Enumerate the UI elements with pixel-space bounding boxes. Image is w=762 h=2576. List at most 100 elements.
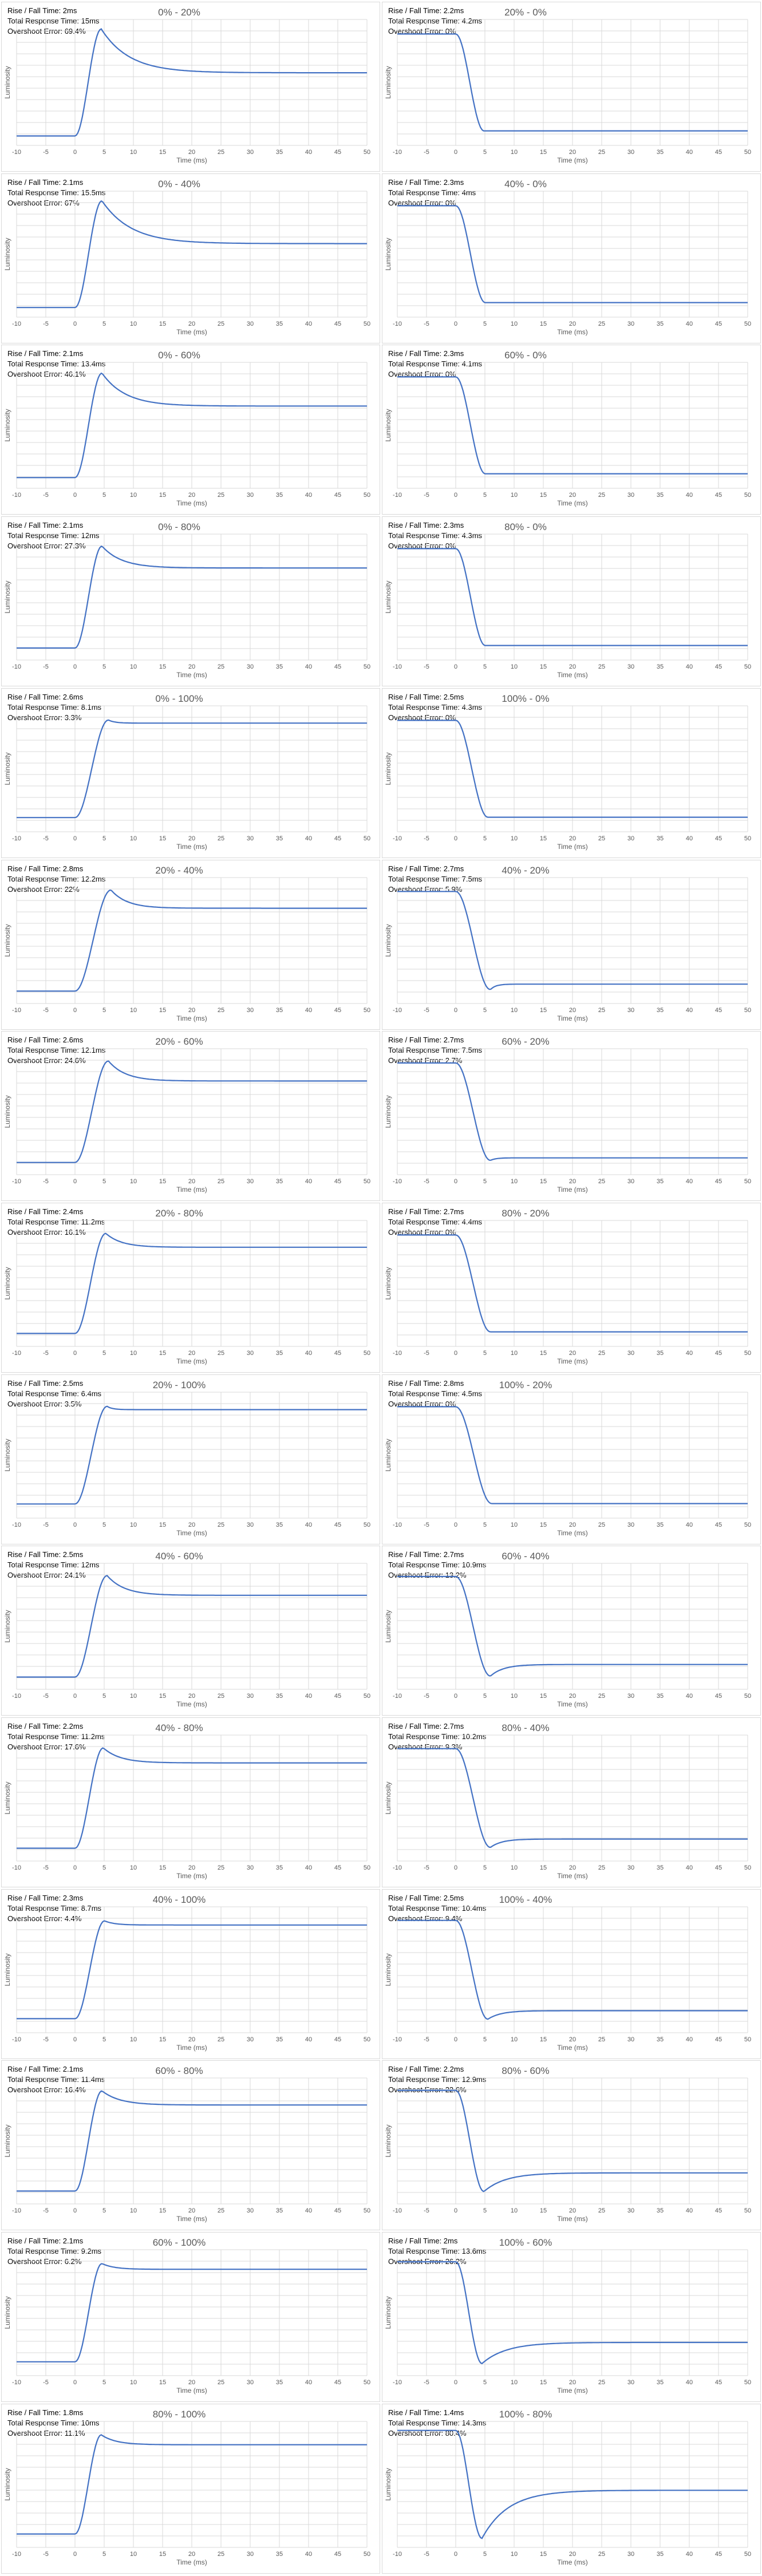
x-tick-label: 10 — [511, 1007, 518, 1014]
rise-fall-time: Rise / Fall Time: 2.3ms — [388, 521, 464, 530]
x-axis-label: Time (ms) — [176, 156, 207, 164]
x-tick-label: 20 — [569, 2551, 576, 2558]
total-response-time: Total Response Time: 14.3ms — [388, 2419, 487, 2427]
x-tick-label: 10 — [511, 2379, 518, 2386]
x-tick-label: -5 — [424, 1693, 429, 1700]
x-tick-label: 50 — [744, 149, 751, 156]
chart-title: 0% - 80% — [158, 521, 200, 532]
x-tick-label: 40 — [686, 1350, 693, 1357]
response-chart-panel: Rise / Fall Time: 2.1ms Total Response Ti… — [1, 173, 380, 343]
chart-title: 80% - 100% — [152, 2409, 206, 2420]
x-tick-label: 35 — [276, 492, 283, 499]
x-tick-label: 30 — [247, 1007, 254, 1014]
x-tick-label: 30 — [247, 1693, 254, 1700]
x-tick-label: -10 — [393, 1522, 402, 1528]
x-tick-label: 5 — [483, 1178, 487, 1185]
x-tick-label: 25 — [218, 663, 224, 670]
x-tick-label: 30 — [247, 321, 254, 327]
x-tick-label: 0 — [73, 321, 77, 327]
x-tick-label: 20 — [569, 835, 576, 842]
total-response-time: Total Response Time: 13.6ms — [388, 2247, 487, 2255]
chart-title: 100% - 40% — [499, 1894, 552, 1905]
x-tick-label: 10 — [511, 321, 518, 327]
total-response-time: Total Response Time: 11.2ms — [7, 1732, 105, 1741]
x-tick-label: 45 — [715, 1864, 722, 1871]
response-chart-panel: Rise / Fall Time: 2.7ms Total Response Ti… — [382, 860, 761, 1030]
x-tick-label: 50 — [364, 2207, 370, 2214]
x-tick-label: -10 — [12, 663, 21, 670]
x-tick-label: 15 — [159, 492, 166, 499]
x-tick-label: 5 — [102, 2036, 106, 2043]
x-tick-label: -10 — [12, 1178, 21, 1185]
x-tick-label: -5 — [424, 149, 429, 156]
chart-title: 60% - 100% — [152, 2237, 206, 2248]
x-tick-label: 10 — [130, 2379, 137, 2386]
x-tick-label: 35 — [276, 321, 283, 327]
total-response-time: Total Response Time: 15.5ms — [7, 188, 106, 197]
y-axis-label: Luminosity — [3, 1610, 11, 1642]
x-tick-label: 10 — [511, 663, 518, 670]
x-tick-label: -10 — [12, 2207, 21, 2214]
x-tick-label: 45 — [715, 2551, 722, 2558]
x-tick-label: 40 — [686, 1864, 693, 1871]
x-tick-label: 35 — [276, 2207, 283, 2214]
x-tick-label: 50 — [364, 149, 370, 156]
x-tick-label: 20 — [569, 1007, 576, 1014]
metrics-block: Rise / Fall Time: 2.6ms Total Response Ti… — [7, 1035, 105, 1066]
response-chart-panel: Rise / Fall Time: 2.5ms Total Response Ti… — [1, 1374, 380, 1544]
x-tick-label: 30 — [627, 2551, 634, 2558]
x-tick-label: 50 — [364, 1693, 370, 1700]
x-tick-label: 25 — [218, 2207, 224, 2214]
luminosity-series-line — [397, 1748, 748, 1848]
x-tick-label: 50 — [744, 663, 751, 670]
x-tick-label: 50 — [744, 1522, 751, 1528]
total-response-time: Total Response Time: 10.9ms — [388, 1560, 487, 1569]
x-tick-label: 0 — [73, 1007, 77, 1014]
x-tick-label: 20 — [569, 149, 576, 156]
x-tick-label: 30 — [627, 1864, 634, 1871]
plot-area: -10 -5 0 5 10 15 20 25 30 35 40 45 50 Time (ms) Lumino… — [3, 19, 370, 164]
x-tick-label: -5 — [424, 2036, 429, 2043]
rise-fall-time: Rise / Fall Time: 2.7ms — [388, 1036, 464, 1044]
x-tick-label: 10 — [511, 1178, 518, 1185]
response-chart-panel: Rise / Fall Time: 2ms Total Response Time… — [382, 2232, 761, 2402]
x-tick-label: 15 — [540, 1178, 547, 1185]
x-axis-label: Time (ms) — [176, 843, 207, 851]
x-tick-label: 30 — [247, 492, 254, 499]
total-response-time: Total Response Time: 10.2ms — [388, 1732, 487, 1741]
x-tick-label: 50 — [744, 2379, 751, 2386]
x-tick-label: 45 — [334, 492, 341, 499]
x-tick-label: 0 — [454, 1350, 457, 1357]
x-tick-label: 5 — [102, 1864, 106, 1871]
x-tick-label: 50 — [364, 2036, 370, 2043]
x-tick-label: 20 — [188, 663, 195, 670]
rise-fall-time: Rise / Fall Time: 1.4ms — [388, 2408, 464, 2417]
luminosity-series-line — [397, 2429, 748, 2539]
metrics-block: Rise / Fall Time: 2.3ms Total Response Ti… — [388, 520, 482, 551]
x-tick-label: 20 — [188, 1864, 195, 1871]
x-tick-label: 10 — [511, 492, 518, 499]
x-tick-label: 0 — [73, 1522, 77, 1528]
chart-title: 60% - 40% — [502, 1551, 550, 1562]
plot-area: -10 -5 0 5 10 15 20 25 30 35 40 45 50 Time (ms) Lumino… — [3, 2249, 370, 2395]
x-axis-label: Time (ms) — [176, 499, 207, 507]
rise-fall-time: Rise / Fall Time: 2ms — [388, 2237, 458, 2245]
response-chart-panel: Rise / Fall Time: 2.5ms Total Response Ti… — [382, 688, 761, 858]
x-tick-label: 40 — [305, 2207, 312, 2214]
x-tick-label: 40 — [305, 835, 312, 842]
x-tick-label: 20 — [569, 2036, 576, 2043]
x-tick-label: 5 — [483, 663, 487, 670]
x-tick-label: 40 — [686, 321, 693, 327]
response-chart-panel: Rise / Fall Time: 2.7ms Total Response Ti… — [382, 1031, 761, 1201]
x-tick-label: 25 — [598, 1864, 605, 1871]
x-tick-label: 50 — [364, 1864, 370, 1871]
x-tick-label: 50 — [744, 1007, 751, 1014]
x-tick-label: 35 — [276, 835, 283, 842]
x-tick-label: 50 — [744, 1178, 751, 1185]
response-chart-panel: Rise / Fall Time: 2.8ms Total Response Ti… — [382, 1374, 761, 1544]
x-tick-label: 15 — [159, 1350, 166, 1357]
x-axis-label: Time (ms) — [557, 843, 588, 851]
x-tick-label: 15 — [540, 663, 547, 670]
x-tick-label: -10 — [393, 492, 402, 499]
x-tick-label: -10 — [12, 1007, 21, 1014]
